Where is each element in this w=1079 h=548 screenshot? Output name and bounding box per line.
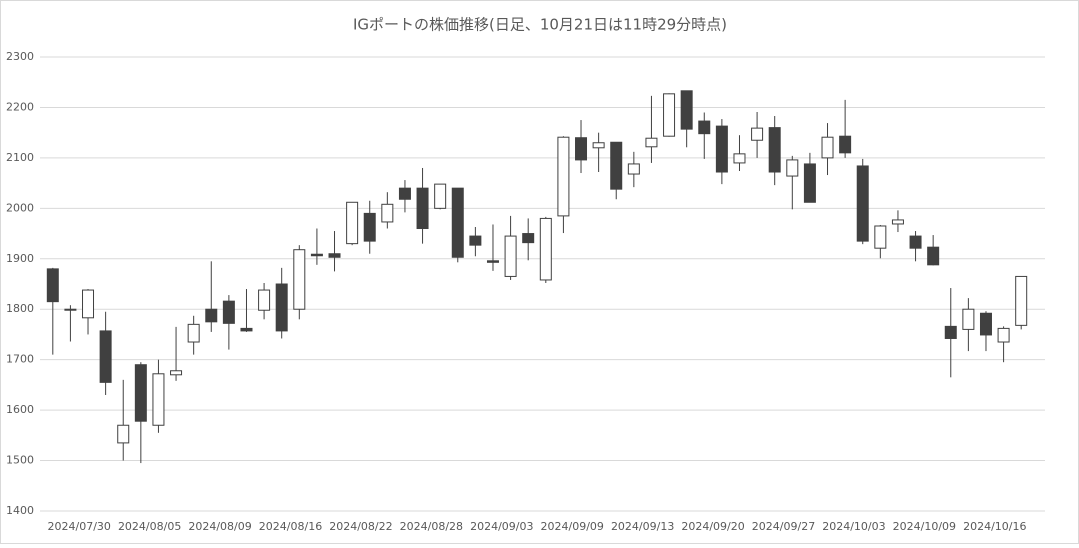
candle-body [134,364,147,422]
candle-body [962,308,975,330]
candle-body [891,219,904,225]
candle-body [610,141,623,190]
y-tick-label: 1700 [6,353,34,366]
candle-body [381,203,394,223]
y-tick-label: 2000 [6,201,34,214]
candle-body [170,370,183,376]
candle-body [117,424,130,444]
candle-body [346,201,359,245]
candle-body [592,142,605,149]
candle-body [99,330,112,383]
candle-body [909,235,922,249]
candle-body [997,327,1010,343]
candle-body [451,187,464,258]
candle-body [258,289,271,311]
x-tick-label: 2024/08/05 [118,520,181,533]
candle-body [627,163,640,175]
candle-body [222,300,235,324]
x-tick-label: 2024/10/09 [893,520,956,533]
candle-body [486,260,499,263]
x-tick-label: 2024/08/22 [329,520,392,533]
candle-body [557,136,570,217]
candle-body [293,249,306,310]
candle-body [979,312,992,336]
y-tick-label: 2100 [6,151,34,164]
candle-body [680,90,693,130]
candle-body [698,120,711,135]
x-tick-label: 2024/07/30 [48,520,111,533]
candle-body [803,163,816,203]
x-tick-label: 2024/08/16 [259,520,322,533]
candle-body [751,127,764,141]
candle-body [715,125,728,173]
candle-body [46,268,59,303]
chart-title: IGポートの株価推移(日足、10月21日は11時29分時点) [353,16,727,34]
candle-body [434,183,447,209]
y-tick-label: 2200 [6,100,34,113]
y-tick-label: 1500 [6,454,34,467]
candle-body [539,217,552,281]
x-tick-label: 2024/09/13 [611,520,674,533]
candle-body [82,289,95,319]
y-tick-label: 2300 [6,50,34,63]
x-tick-label: 2024/10/16 [963,520,1026,533]
candle-body [310,253,323,257]
x-tick-label: 2024/09/03 [470,520,533,533]
x-tick-label: 2024/09/09 [541,520,604,533]
candle-body [944,325,957,339]
x-tick-label: 2024/09/27 [752,520,815,533]
candle-body [205,308,218,323]
candle-body [839,135,852,154]
candle-body [1015,275,1028,326]
candle-body [398,187,411,200]
candle-body [645,137,658,148]
candle-body [522,233,535,244]
candle-body [856,165,869,242]
candle-body [874,225,887,249]
candle-body [821,136,834,159]
y-tick-label: 1900 [6,252,34,265]
x-tick-label: 2024/08/28 [400,520,463,533]
candle-body [663,93,676,137]
candle-body [363,212,376,242]
candle-body [152,373,165,426]
y-tick-label: 1400 [6,504,34,517]
x-tick-label: 2024/08/09 [188,520,251,533]
candle-body [187,323,200,343]
y-tick-label: 1600 [6,403,34,416]
candle-body [416,187,429,230]
candle-body [469,235,482,246]
candle-body [504,235,517,277]
candle-body [575,137,588,161]
candle-body [240,327,253,332]
candle-body [275,283,288,332]
candle-body [768,127,781,173]
x-tick-label: 2024/09/20 [681,520,744,533]
y-tick-label: 1800 [6,302,34,315]
candle-body [328,253,341,258]
x-tick-label: 2024/10/03 [822,520,885,533]
candle-body [786,159,799,177]
candle-body [64,308,77,311]
candle-body [733,153,746,164]
candle-body [927,246,940,266]
